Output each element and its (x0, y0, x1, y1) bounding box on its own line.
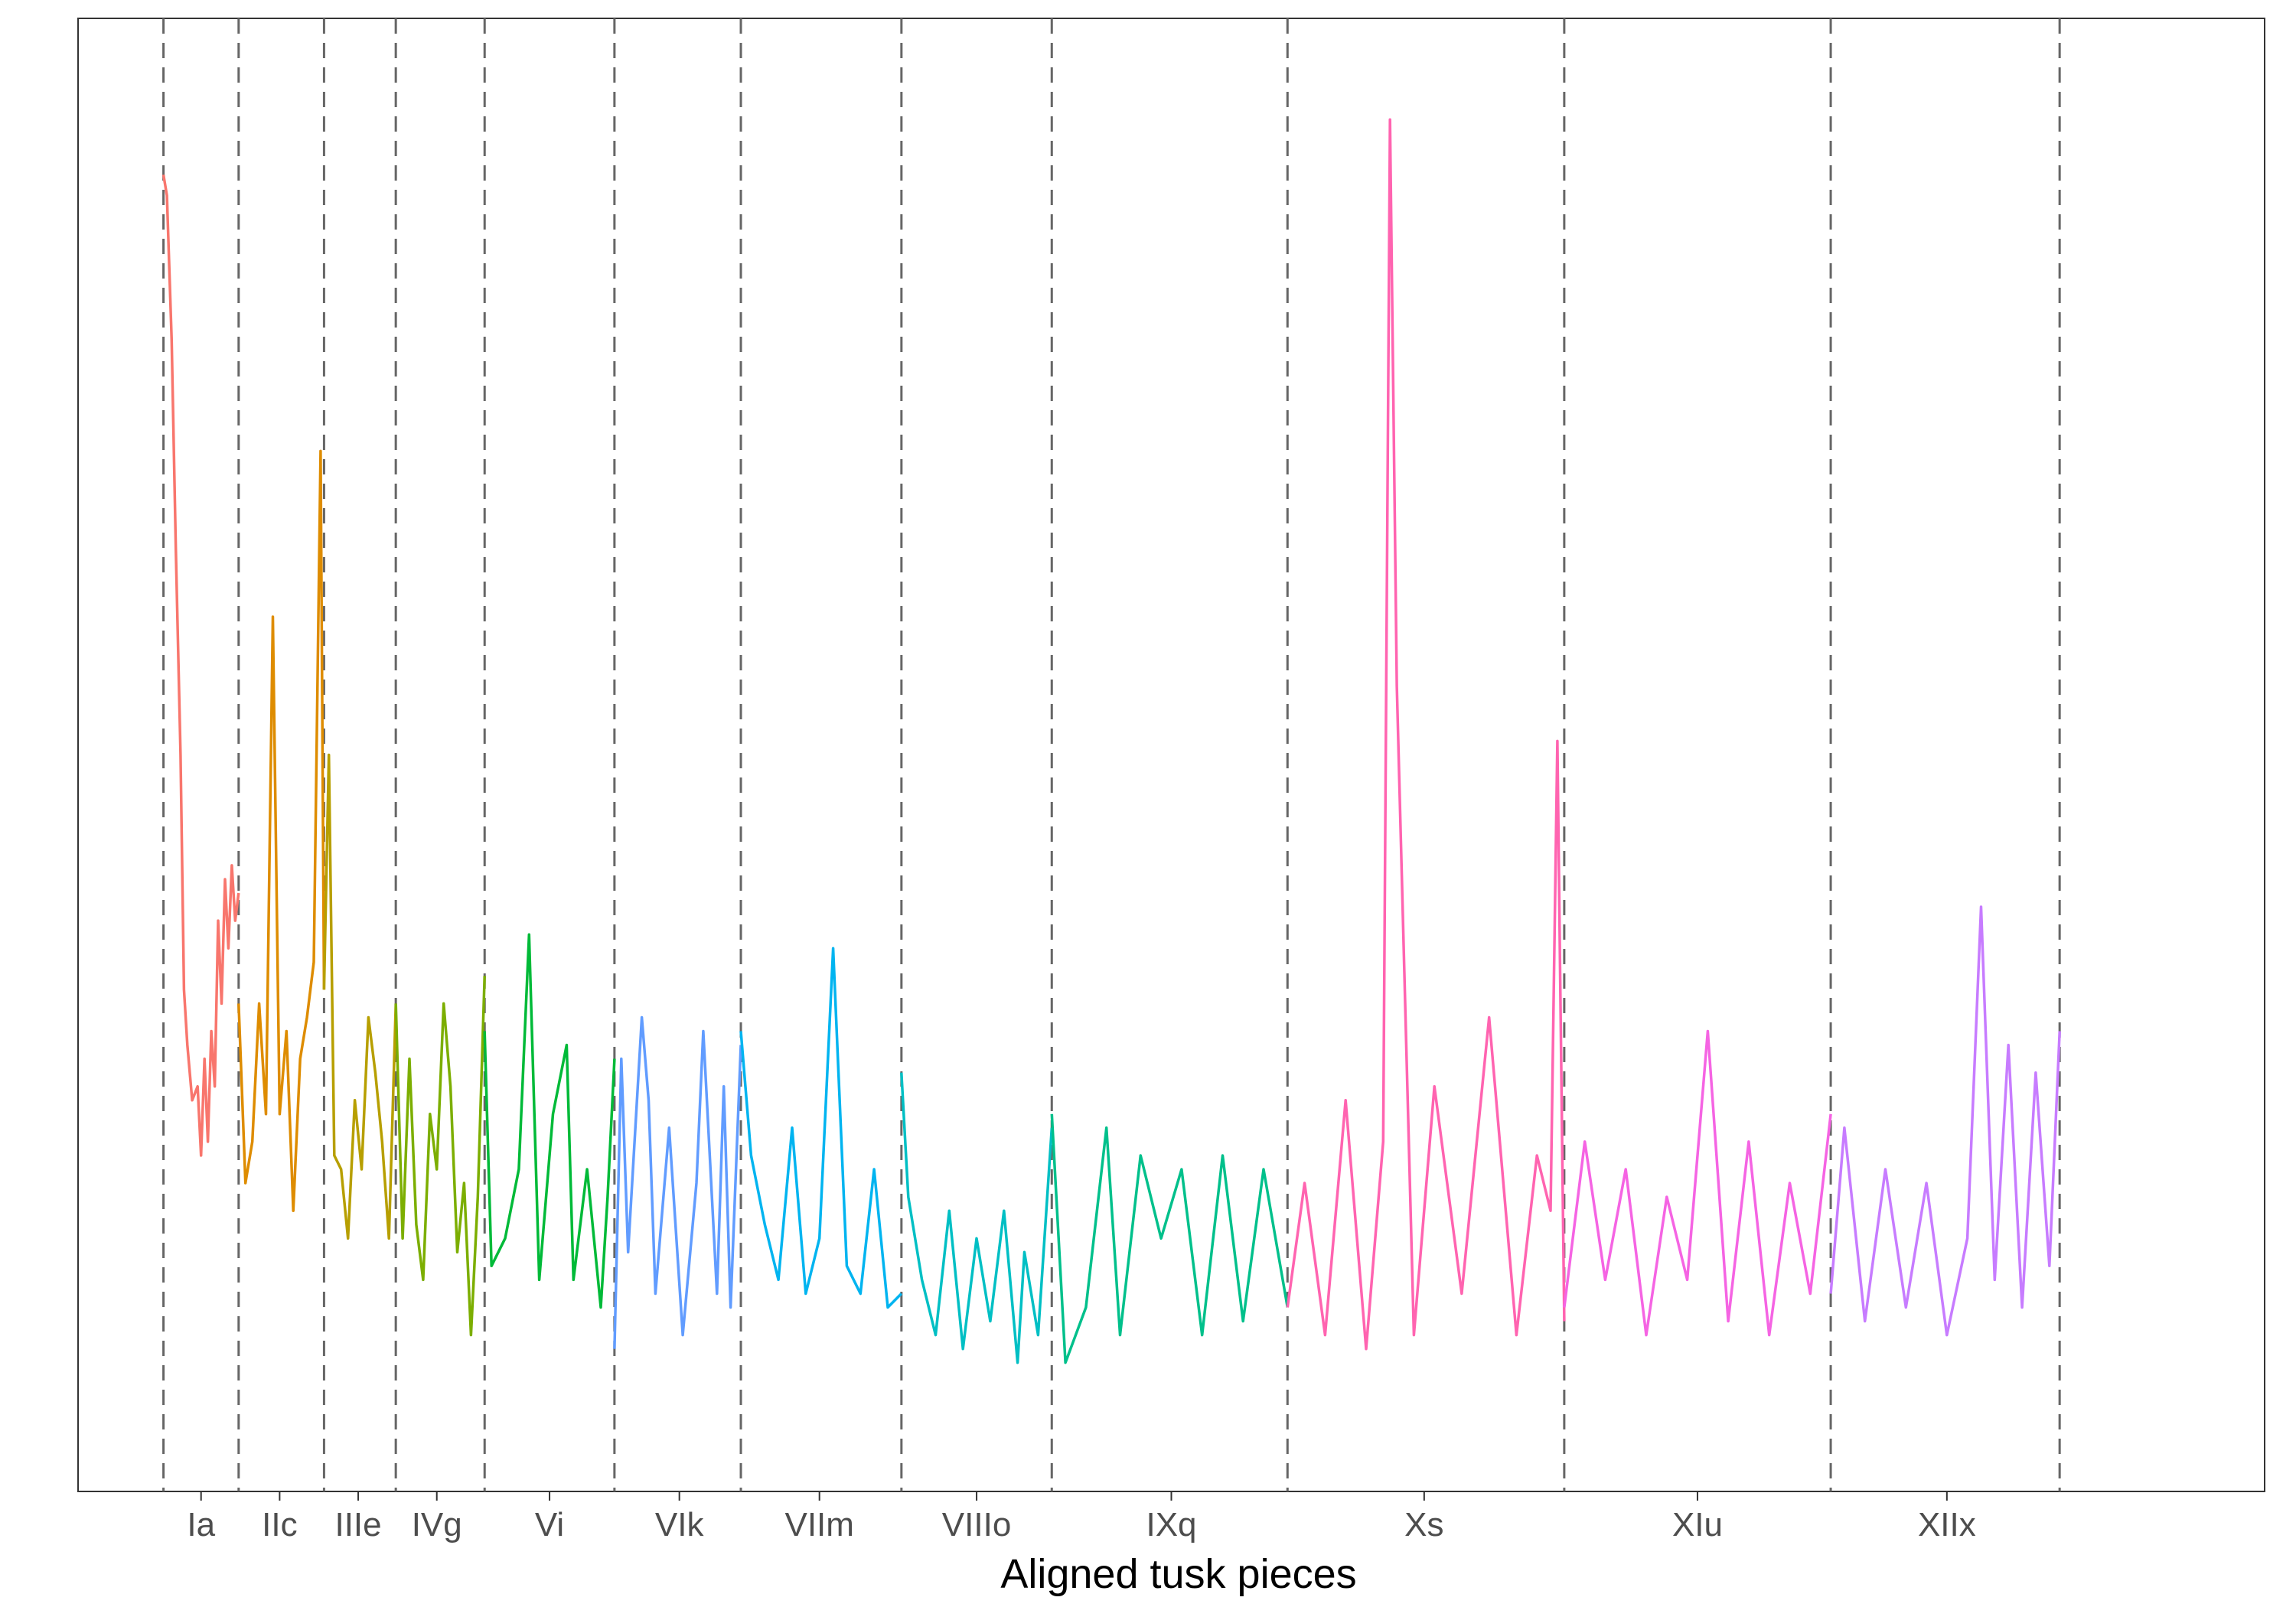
plot-panel-border (77, 18, 2265, 1492)
x-axis: Ia IIc IIIe IVg Vi VIk VIIm VIIIo IXq Xs XIu XIIx (187, 1491, 1976, 1543)
series-line-VIIIo (900, 1072, 1054, 1364)
series-line-IIc (237, 449, 326, 1212)
series-lines (161, 118, 2061, 1364)
x-tick-label-Xs: Xs (1404, 1506, 1443, 1543)
series-line-IVg (394, 976, 486, 1337)
series-line-Vi (483, 933, 616, 1309)
x-tick-label-IIIe: IIIe (334, 1506, 381, 1543)
x-tick-label-IXq: IXq (1146, 1506, 1196, 1543)
x-tick-label-XIu: XIu (1672, 1506, 1723, 1543)
x-tick-label-VIIIo: VIIIo (942, 1506, 1012, 1543)
x-tick-label-IIc: IIc (262, 1506, 297, 1543)
x-tick-label-Vi: Vi (535, 1506, 564, 1543)
boundary-lines (162, 18, 2061, 1491)
series-line-XIIx (1829, 905, 2061, 1337)
series-line-IIIe (322, 753, 397, 1240)
x-tick-label-Ia: Ia (187, 1506, 215, 1543)
x-tick-label-VIk: VIk (655, 1506, 705, 1543)
x-tick-label-VIIm: VIIm (784, 1506, 853, 1543)
x-tick-label-IVg: IVg (412, 1506, 462, 1543)
series-line-VIIm (739, 947, 903, 1309)
x-axis-title: Aligned tusk pieces (1000, 1551, 1356, 1597)
series-line-IXq (1050, 1113, 1290, 1364)
series-line-VIk (613, 1015, 742, 1349)
series-line-XIu (1563, 1029, 1832, 1337)
series-line-Xs (1286, 118, 1566, 1351)
series-line-Ia (161, 174, 240, 1157)
x-tick-label-XIIx: XIIx (1918, 1506, 1976, 1543)
